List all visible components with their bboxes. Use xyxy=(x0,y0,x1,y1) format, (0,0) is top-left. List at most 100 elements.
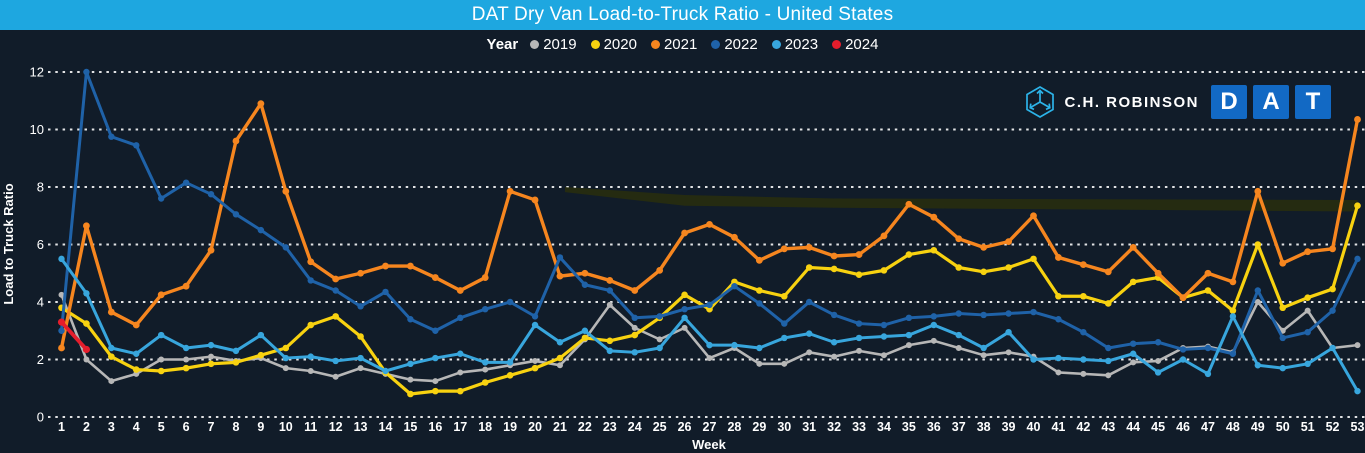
data-point-2023[interactable] xyxy=(1105,357,1112,365)
data-point-2023[interactable] xyxy=(1030,356,1037,363)
data-point-2020[interactable] xyxy=(955,264,963,271)
data-point-2023[interactable] xyxy=(556,339,564,346)
data-point-2020[interactable] xyxy=(1030,255,1037,263)
data-point-2023[interactable] xyxy=(905,331,913,339)
data-point-2019[interactable] xyxy=(781,360,788,367)
data-point-2020[interactable] xyxy=(307,321,315,329)
data-point-2021[interactable] xyxy=(731,233,738,241)
data-point-2019[interactable] xyxy=(108,378,115,385)
data-point-2021[interactable] xyxy=(182,282,190,290)
data-point-2021[interactable] xyxy=(531,196,539,204)
data-point-2019[interactable] xyxy=(282,365,289,372)
data-point-2021[interactable] xyxy=(805,243,813,251)
data-point-2022[interactable] xyxy=(1229,350,1237,357)
legend-item-2020[interactable]: 2020 xyxy=(590,36,637,53)
data-point-2022[interactable] xyxy=(531,313,539,320)
data-point-2019[interactable] xyxy=(58,291,65,298)
data-point-2023[interactable] xyxy=(332,357,339,365)
data-point-2020[interactable] xyxy=(108,353,115,360)
data-point-2023[interactable] xyxy=(805,330,813,337)
data-point-2019[interactable] xyxy=(208,353,215,360)
data-point-2022[interactable] xyxy=(506,298,514,306)
data-point-2023[interactable] xyxy=(357,354,364,362)
data-point-2020[interactable] xyxy=(332,313,339,320)
data-point-2022[interactable] xyxy=(1105,344,1112,352)
data-point-2023[interactable] xyxy=(207,341,215,349)
data-point-2022[interactable] xyxy=(357,303,364,310)
data-point-2023[interactable] xyxy=(731,341,738,349)
data-point-2019[interactable] xyxy=(930,337,937,344)
data-point-2021[interactable] xyxy=(431,274,439,281)
data-point-2019[interactable] xyxy=(831,353,838,360)
legend-item-2023[interactable]: 2023 xyxy=(771,36,818,53)
data-point-2023[interactable] xyxy=(157,331,165,339)
data-point-2020[interactable] xyxy=(756,287,763,294)
data-point-2020[interactable] xyxy=(407,390,414,398)
legend-item-2019[interactable]: 2019 xyxy=(530,36,577,53)
data-point-2020[interactable] xyxy=(1055,292,1062,300)
data-point-2022[interactable] xyxy=(407,316,414,323)
data-point-2022[interactable] xyxy=(1080,328,1087,336)
data-point-2021[interactable] xyxy=(1254,187,1262,195)
data-point-2022[interactable] xyxy=(1129,340,1137,347)
data-point-2022[interactable] xyxy=(905,314,913,322)
series-line-2022[interactable] xyxy=(58,68,1361,357)
data-point-2019[interactable] xyxy=(1105,372,1112,379)
data-point-2021[interactable] xyxy=(157,291,165,299)
legend-item-2022[interactable]: 2022 xyxy=(711,36,758,53)
data-point-2020[interactable] xyxy=(1204,287,1212,294)
data-point-2019[interactable] xyxy=(1130,359,1137,366)
data-point-2022[interactable] xyxy=(830,311,838,319)
data-point-2022[interactable] xyxy=(157,195,165,202)
data-point-2022[interactable] xyxy=(58,327,65,334)
data-point-2020[interactable] xyxy=(556,354,564,362)
data-point-2022[interactable] xyxy=(481,305,489,313)
data-point-2023[interactable] xyxy=(781,334,788,342)
data-point-2022[interactable] xyxy=(631,314,638,322)
data-point-2021[interactable] xyxy=(1279,259,1287,267)
data-point-2022[interactable] xyxy=(606,287,614,294)
data-point-2023[interactable] xyxy=(108,344,115,352)
data-point-2022[interactable] xyxy=(880,321,888,329)
data-point-2020[interactable] xyxy=(232,359,240,366)
data-point-2019[interactable] xyxy=(1005,349,1012,356)
data-point-2022[interactable] xyxy=(282,244,290,251)
data-point-2022[interactable] xyxy=(1254,287,1262,294)
data-point-2023[interactable] xyxy=(257,331,265,339)
data-point-2019[interactable] xyxy=(1254,299,1261,305)
data-point-2023[interactable] xyxy=(382,367,389,375)
data-point-2020[interactable] xyxy=(481,379,489,386)
data-point-2020[interactable] xyxy=(880,267,888,274)
data-point-2023[interactable] xyxy=(980,344,987,352)
data-point-2021[interactable] xyxy=(1005,238,1012,246)
data-point-2023[interactable] xyxy=(1005,328,1012,336)
data-point-2023[interactable] xyxy=(58,255,65,263)
data-point-2023[interactable] xyxy=(407,360,414,368)
data-point-2021[interactable] xyxy=(631,287,639,294)
data-point-2022[interactable] xyxy=(108,133,115,140)
data-point-2022[interactable] xyxy=(182,179,190,186)
data-point-2021[interactable] xyxy=(1304,248,1312,256)
data-point-2021[interactable] xyxy=(1129,243,1137,251)
data-point-2022[interactable] xyxy=(556,254,564,261)
data-point-2019[interactable] xyxy=(158,356,165,363)
data-point-2022[interactable] xyxy=(805,298,813,306)
data-point-2020[interactable] xyxy=(257,351,265,359)
data-point-2021[interactable] xyxy=(307,258,315,266)
data-point-2023[interactable] xyxy=(1304,360,1311,368)
data-point-2020[interactable] xyxy=(930,246,938,254)
data-point-2021[interactable] xyxy=(456,287,464,294)
data-point-2021[interactable] xyxy=(232,137,240,145)
data-point-2021[interactable] xyxy=(556,272,564,280)
data-point-2019[interactable] xyxy=(482,366,489,373)
data-point-2022[interactable] xyxy=(855,320,863,327)
data-point-2021[interactable] xyxy=(1055,254,1062,261)
data-point-2022[interactable] xyxy=(332,287,339,294)
data-point-2020[interactable] xyxy=(855,271,863,278)
data-point-2019[interactable] xyxy=(631,324,638,331)
data-point-2023[interactable] xyxy=(1204,370,1212,378)
data-point-2021[interactable] xyxy=(706,220,713,228)
data-point-2020[interactable] xyxy=(1229,307,1237,314)
data-point-2023[interactable] xyxy=(955,331,962,339)
